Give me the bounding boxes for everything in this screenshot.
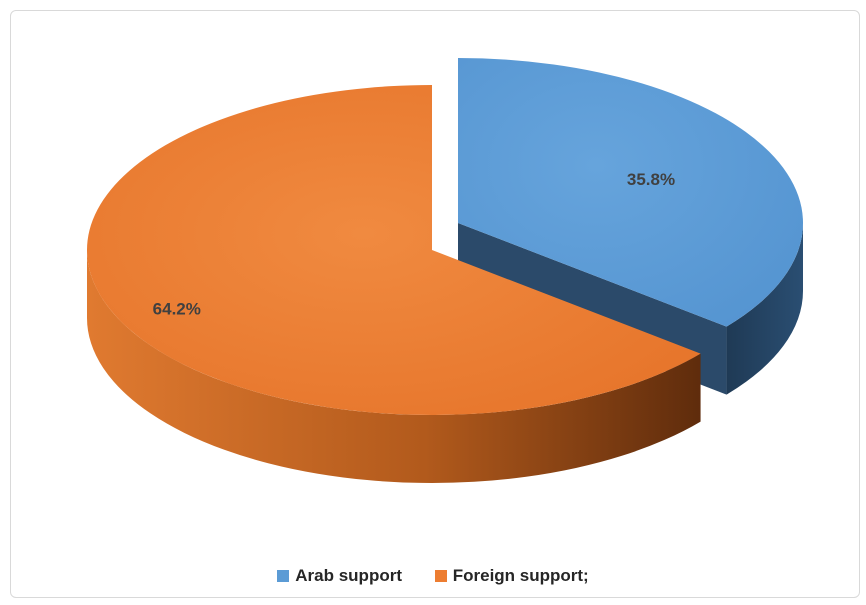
data-label-1: 64.2% xyxy=(153,299,201,318)
legend-entry-foreign-support: Foreign support; xyxy=(434,566,589,586)
legend: Arab support Foreign support; xyxy=(0,566,866,587)
slice-side-0 xyxy=(726,223,803,395)
legend-swatch-foreign-support xyxy=(434,570,447,582)
slice-arab-support xyxy=(458,58,804,327)
legend-swatch-arab-support xyxy=(277,570,290,582)
slice-side-1 xyxy=(87,250,701,483)
legend-label-arab-support: Arab support xyxy=(295,566,402,585)
slice-foreign-support xyxy=(86,85,701,416)
data-label-0: 35.8% xyxy=(627,170,675,189)
legend-label-foreign-support: Foreign support; xyxy=(452,566,589,585)
legend-entry-arab-support: Arab support xyxy=(277,566,402,586)
